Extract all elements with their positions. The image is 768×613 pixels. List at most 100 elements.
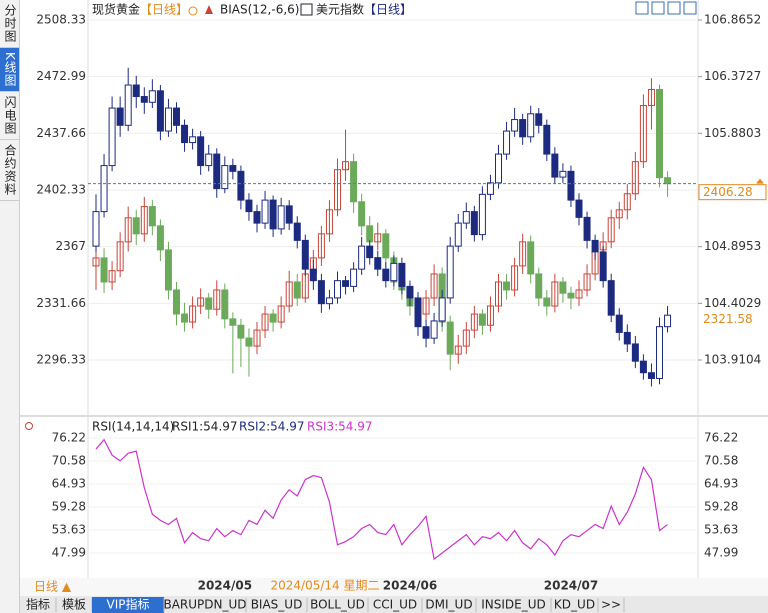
tab-bar	[19, 596, 768, 613]
candle-body	[583, 216, 591, 241]
period: 【日线】	[140, 3, 188, 17]
icon[interactable]	[188, 6, 198, 16]
candle-body	[422, 326, 430, 339]
footer-tab[interactable]: 模板	[62, 598, 86, 612]
candle-body	[100, 165, 108, 213]
side-tab[interactable]: 闪电图	[0, 92, 19, 140]
footer-tab[interactable]: KD_UD	[554, 598, 595, 612]
candle-body	[478, 313, 486, 326]
y-tick-label: 2367	[55, 239, 86, 253]
icon[interactable]	[300, 3, 313, 16]
y-tick-label: 47.99	[52, 546, 86, 560]
candle-body	[623, 193, 631, 211]
candle-body	[189, 136, 197, 144]
candle-body	[132, 217, 140, 235]
candle-body	[108, 270, 116, 283]
candle-body	[664, 177, 672, 185]
candle-body	[543, 124, 551, 155]
candle-body	[189, 305, 197, 323]
y-tick-label: 2402.33	[36, 183, 86, 197]
candle-body	[527, 113, 535, 138]
footer-tab[interactable]: 指标	[26, 597, 50, 612]
sidebar: 分时图 K线图 闪电图 合约资料	[0, 0, 20, 613]
candle-body	[350, 268, 358, 287]
icon[interactable]	[205, 5, 213, 14]
candle-body	[639, 105, 647, 163]
x-axis-bar	[19, 578, 768, 596]
candle-body	[358, 201, 366, 227]
footer-tab[interactable]: BIAS_UD	[251, 598, 303, 612]
candle-body	[470, 211, 478, 236]
footer-tab[interactable]: >>	[601, 598, 621, 612]
candle-body	[301, 239, 309, 270]
footer-tab[interactable]: BARUPDN_UD	[163, 598, 246, 612]
candle-body	[631, 161, 639, 195]
y2-tick-label: 64.93	[704, 476, 738, 490]
window-icons[interactable]	[635, 1, 697, 15]
candle-body	[543, 297, 551, 307]
candle-body	[454, 222, 462, 247]
y-tick-label: 2472.99	[36, 69, 86, 83]
legend-entry: RSI2:54.97	[239, 420, 305, 434]
candle-body	[317, 280, 325, 305]
footer-tab[interactable]: DMI_UD	[425, 598, 472, 612]
period-select[interactable]: 日线 ▲	[34, 580, 72, 594]
x-tick-label: 2024/07	[544, 579, 598, 593]
y2-tick-label: 70.58	[704, 453, 738, 467]
crosshair-value: 2321.58	[703, 312, 753, 326]
candle-body	[116, 241, 124, 272]
footer-tab[interactable]: CCI_UD	[373, 598, 417, 612]
candle-body	[221, 165, 229, 190]
candle-body	[205, 297, 213, 310]
candle-body	[382, 233, 390, 259]
crosshair-value-box	[699, 311, 766, 328]
candle-body	[317, 233, 325, 259]
candle-body	[164, 249, 172, 291]
candle-body	[519, 241, 527, 267]
candle-body	[197, 297, 205, 307]
candle-body	[664, 314, 672, 328]
candle-body	[462, 329, 470, 347]
symbol: 美元指数	[316, 2, 364, 17]
y2-tick-label: 53.63	[704, 523, 738, 537]
y2-tick-label: 104.4029	[704, 296, 761, 310]
y2-tick-label: 106.3727	[704, 69, 761, 83]
candle-body	[656, 88, 663, 179]
candle-body	[124, 217, 132, 243]
side-tab[interactable]: 合约资料	[0, 140, 19, 201]
candle-body	[535, 273, 543, 299]
footer-tab[interactable]: VIP指标	[107, 597, 150, 612]
candle-body	[334, 280, 341, 299]
candle-body	[156, 90, 164, 132]
candle-body	[253, 211, 261, 224]
footer-tab[interactable]: BOLL_UD	[310, 598, 365, 612]
candle-body	[511, 265, 519, 291]
candle-body	[229, 318, 237, 326]
candle-body	[205, 153, 213, 167]
x-tick-label: 2024/05	[198, 579, 252, 593]
candle-body	[269, 199, 277, 230]
candle-body	[519, 119, 527, 138]
candle-body	[108, 107, 116, 167]
candle-body	[535, 113, 543, 126]
candle-body	[92, 211, 100, 247]
candle-body	[462, 211, 470, 224]
candle-body	[567, 170, 575, 201]
last-price-box	[698, 184, 767, 201]
side-tab[interactable]: K线图	[0, 48, 19, 92]
candle-body	[342, 280, 350, 287]
symbol: 现货黄金	[92, 2, 140, 17]
candle-body	[551, 281, 559, 307]
candle-body	[623, 331, 631, 345]
candle-body	[382, 268, 390, 282]
candle-body	[495, 281, 502, 307]
side-tab[interactable]: 分时图	[0, 0, 19, 48]
candle-body	[229, 165, 237, 172]
candle-body	[495, 153, 502, 184]
candle-body	[213, 153, 221, 190]
candle-body	[100, 257, 108, 283]
footer-tab[interactable]: INSIDE_UD	[481, 598, 546, 612]
y-tick-label: 59.28	[52, 500, 86, 514]
period: 【日线】	[364, 3, 412, 17]
rsi-icon[interactable]	[25, 422, 33, 430]
